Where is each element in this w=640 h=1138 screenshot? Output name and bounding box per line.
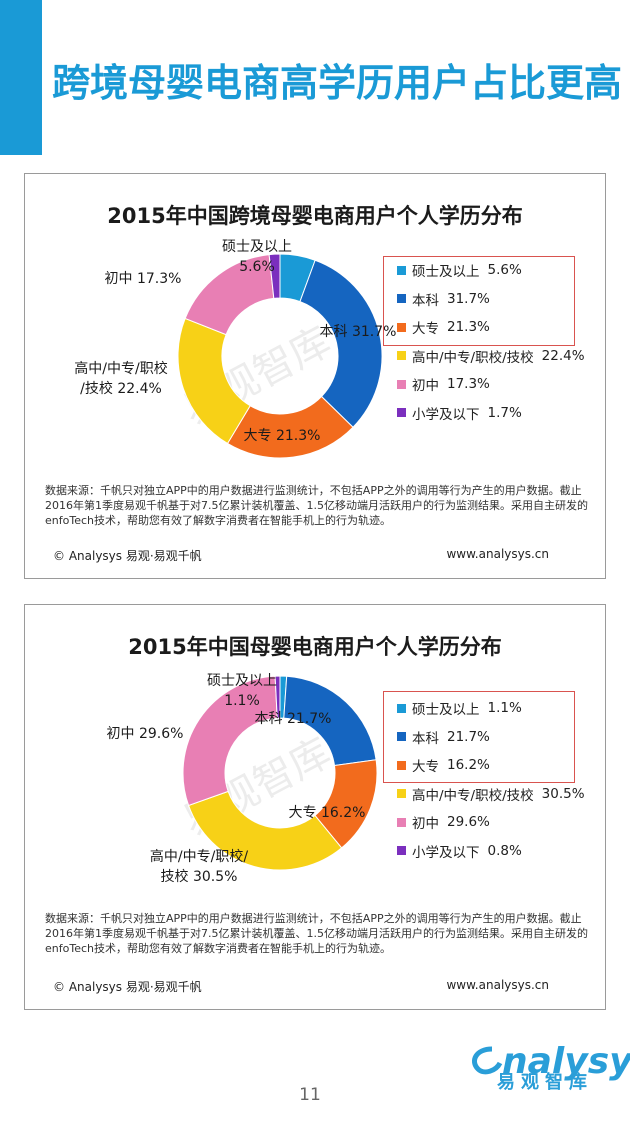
legend-label: 硕士及以上 <box>412 264 480 281</box>
source-note: 数据来源：千帆只对独立APP中的用户数据进行监测统计，不包括APP之外的调用等行… <box>45 912 588 955</box>
chart-panel-1: 2015年中国跨境母婴电商用户个人学历分布 易观智库 硕士及以上 5.6% 本科 3… <box>24 173 606 579</box>
legend-label: 本科 <box>412 292 439 309</box>
slice-label-masters-or-above: 硕士及以上 <box>222 239 292 255</box>
page-title: 跨境母婴电商高学历用户占比更高 <box>52 61 623 105</box>
chart-title: 2015年中国跨境母婴电商用户个人学历分布 <box>107 204 523 228</box>
legend-swatch <box>397 817 406 827</box>
slice-label-high-school-vocational: 高中/中专/职校 <box>74 360 167 377</box>
slice-label-junior-college: 大专 16.2% <box>289 805 366 821</box>
legend-value: 30.5% <box>541 785 585 802</box>
slice-primary-or-below <box>274 675 281 719</box>
legend-swatch <box>397 760 406 770</box>
slice-high-school-vocational <box>187 790 343 871</box>
legend-swatch <box>397 732 406 742</box>
slice-label-middle-school: 初中 29.6% <box>107 725 184 742</box>
legend-label: 硕士及以上 <box>412 702 480 719</box>
chart-title: 2015年中国母婴电商用户个人学历分布 <box>128 635 502 659</box>
legend-item-high-school-vocational: 高中/中专/职校/技校 30.5% <box>397 780 585 809</box>
legend-swatch <box>397 703 406 713</box>
donut-chart: 硕士及以上 1.1% 本科 21.7% 大专 16.2% 高中/中专/职校/技校 30.… <box>107 673 378 885</box>
slice-label-high-school-vocational: /技校 22.4% <box>80 380 162 397</box>
legend-value: 31.7% <box>447 290 490 307</box>
legend-value: 21.3% <box>447 319 490 336</box>
legend-value: 29.6% <box>447 814 490 831</box>
slice-label-masters-or-above: 5.6% <box>239 259 275 275</box>
legend-value: 5.6% <box>487 262 522 279</box>
legend-swatch <box>397 408 406 418</box>
legend-value: 0.8% <box>487 842 522 859</box>
slice-label-middle-school: 初中 17.3% <box>105 270 182 287</box>
slice-high-school-vocational <box>177 317 251 445</box>
legend-highlight-box <box>383 256 575 346</box>
legend-label: 小学及以下 <box>412 844 480 861</box>
title-accent-bar <box>0 0 42 155</box>
legend-label: 初中 <box>412 816 439 833</box>
website-link[interactable]: www.analysys.cn <box>446 547 549 561</box>
legend-swatch <box>397 265 406 275</box>
legend-value: 1.1% <box>487 700 522 717</box>
legend-label: 初中 <box>412 378 439 395</box>
legend-swatch <box>397 846 406 856</box>
legend-value: 22.4% <box>541 347 585 364</box>
legend-item-middle-school: 初中 17.3% <box>397 370 585 399</box>
logo-swoosh <box>472 1046 503 1075</box>
legend-value: 21.7% <box>447 728 490 745</box>
legend-item-high-school-vocational: 高中/中专/职校/技校 22.4% <box>397 342 585 371</box>
legend-item-junior-college: 大专 16.2% <box>397 751 585 780</box>
legend-label: 高中/中专/职校/技校 <box>412 349 534 366</box>
legend-item-masters-or-above: 硕士及以上 5.6% <box>397 256 585 285</box>
legend-value: 17.3% <box>447 376 490 393</box>
slice-primary-or-below <box>268 253 281 299</box>
copyright: © Analysys 易观·易观千帆 <box>53 980 202 994</box>
slice-label-high-school-vocational: 技校 30.5% <box>161 868 238 885</box>
legend-value: 1.7% <box>487 404 522 421</box>
legend-highlight-box <box>383 691 575 783</box>
legend: 硕士及以上 1.1% 本科 21.7% 大专 16.2% 高中/中专/职校/技校 30.5% 初… <box>397 694 585 865</box>
logo-chinese-name: 易观智库 <box>497 1072 593 1093</box>
copyright: © Analysys 易观·易观千帆 <box>53 549 202 563</box>
analysys-logo-icon: nalysys <box>472 1041 630 1082</box>
legend-value: 16.2% <box>447 757 490 774</box>
donut-chart: 硕士及以上 5.6% 本科 31.7% 大专 21.3% 高中/中专/职校/技校 22.… <box>74 239 397 459</box>
legend-swatch <box>397 789 406 799</box>
legend-swatch <box>397 294 406 304</box>
legend-item-bachelor: 本科 31.7% <box>397 285 585 314</box>
legend-swatch <box>397 322 406 332</box>
slice-label-high-school-vocational: 高中/中专/职校/ <box>150 848 248 865</box>
website-link[interactable]: www.analysys.cn <box>446 978 549 992</box>
legend-item-bachelor: 本科 21.7% <box>397 723 585 752</box>
source-note: 数据来源：千帆只对独立APP中的用户数据进行监测统计，不包括APP之外的调用等行… <box>45 484 588 527</box>
legend-label: 小学及以下 <box>412 406 480 423</box>
legend-item-primary-or-below: 小学及以下 1.7% <box>397 399 585 428</box>
slice-label-bachelor: 本科 21.7% <box>255 711 332 727</box>
legend-item-primary-or-below: 小学及以下 0.8% <box>397 837 585 866</box>
legend-item-masters-or-above: 硕士及以上 1.1% <box>397 694 585 723</box>
slice-label-bachelor: 本科 31.7% <box>320 324 397 340</box>
legend-label: 大专 <box>412 759 439 776</box>
page-number: 11 <box>299 1085 321 1105</box>
slice-bachelor <box>299 259 383 428</box>
chart-panel-2: 2015年中国母婴电商用户个人学历分布 易观智库 硕士及以上 1.1% 本科 21.… <box>24 604 606 1010</box>
logo-wordmark: nalysys <box>502 1041 630 1082</box>
slice-middle-school <box>182 675 278 807</box>
slice-label-masters-or-above: 1.1% <box>224 693 260 709</box>
legend: 硕士及以上 5.6% 本科 31.7% 大专 21.3% 高中/中专/职校/技校 22.4% 初… <box>397 256 585 427</box>
legend-item-junior-college: 大专 21.3% <box>397 313 585 342</box>
legend-swatch <box>397 379 406 389</box>
slice-label-junior-college: 大专 21.3% <box>244 428 321 444</box>
legend-label: 高中/中专/职校/技校 <box>412 787 534 804</box>
slice-label-masters-or-above: 硕士及以上 <box>207 673 277 689</box>
legend-label: 大专 <box>412 321 439 338</box>
legend-swatch <box>397 351 406 361</box>
legend-label: 本科 <box>412 730 439 747</box>
legend-item-middle-school: 初中 29.6% <box>397 808 585 837</box>
